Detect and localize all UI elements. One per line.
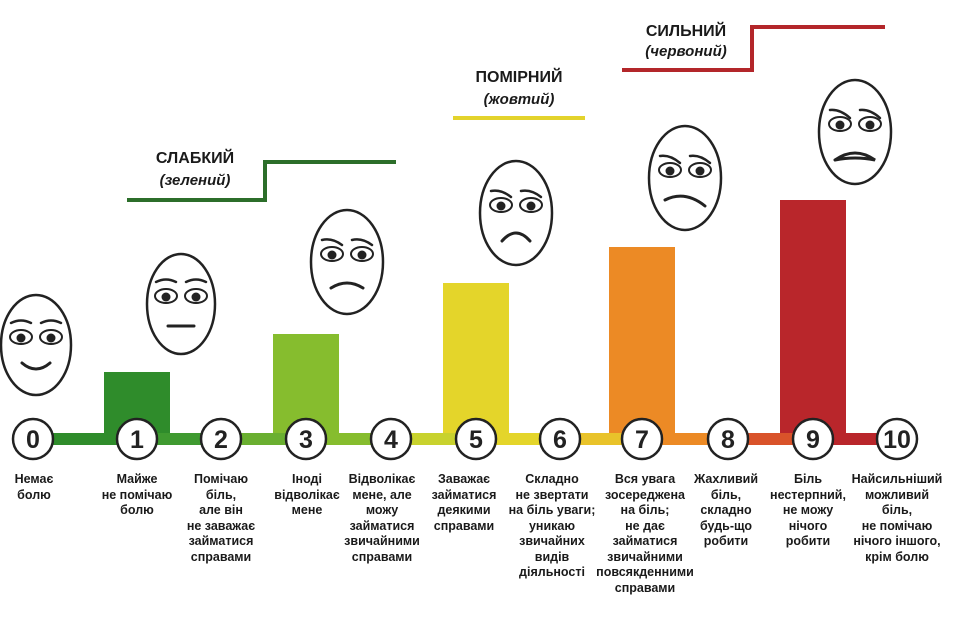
bar-level-7 <box>609 247 675 445</box>
scale-line-segment <box>155 433 203 445</box>
scale-number: 2 <box>214 426 228 454</box>
description-level-7: Вся увага зосереджена на біль; не дає за… <box>596 472 694 595</box>
description-level-3: Іноді відволікає мене <box>274 472 340 517</box>
scale-number: 4 <box>384 426 398 454</box>
scale-number: 7 <box>635 426 649 454</box>
category-title: СЛАБКИЙ <box>156 148 234 167</box>
description-level-5: Заважає займатися деякими справами <box>431 472 497 533</box>
description-level-0: Немає болю <box>14 472 54 502</box>
category-subtitle: (жовтий) <box>484 91 555 108</box>
description-level-4: Відволікає мене, але можу займатися звич… <box>344 472 420 564</box>
scale-point-9: 9 <box>791 417 835 461</box>
face-level-3-icon <box>309 208 385 316</box>
scale-line-segment <box>51 433 119 445</box>
scale-point-1: 1 <box>115 417 159 461</box>
scale-point-6: 6 <box>538 417 582 461</box>
category-3-group: СИЛЬНИЙ (червоний) <box>622 21 885 72</box>
face-level-0-icon <box>0 293 73 397</box>
scale-number: 5 <box>469 426 483 454</box>
category-subtitle: (червоний) <box>645 43 726 60</box>
description-level-8: Жахливий біль, складно будь-що робити <box>693 472 759 548</box>
category-title: ПОМІРНИЙ <box>476 67 563 86</box>
description-level-2: Помічаю біль, але він не заважає займати… <box>186 472 256 564</box>
description-level-9: Біль нестерпний, не можу нічого робити <box>770 472 846 548</box>
scale-point-5: 5 <box>454 417 498 461</box>
scale-number: 10 <box>883 426 911 454</box>
category-bracket-line <box>622 25 885 72</box>
scale-number: 0 <box>26 426 40 454</box>
face-level-5-icon <box>478 159 554 267</box>
scale-line-segment <box>578 433 624 445</box>
scale-point-7: 7 <box>620 417 664 461</box>
face-level-9-icon <box>817 78 893 186</box>
category-bracket-line <box>127 160 396 202</box>
category-title: СИЛЬНИЙ <box>646 21 726 40</box>
scale-number: 8 <box>721 426 735 454</box>
scale-line-segment <box>746 433 795 445</box>
bar-level-9 <box>780 200 846 445</box>
face-level-1-icon <box>145 252 217 356</box>
scale-line-segment <box>660 433 710 445</box>
category-subtitle: (зелений) <box>160 172 231 189</box>
scale-point-4: 4 <box>369 417 413 461</box>
scale-line-segment <box>324 433 373 445</box>
scale-line-segment <box>831 433 879 445</box>
scale-point-8: 8 <box>706 417 750 461</box>
face-level-7-icon <box>647 124 723 232</box>
scale-line-segment <box>494 433 542 445</box>
description-level-1: Майже не помічаю болю <box>101 472 173 517</box>
scale-number: 3 <box>299 426 313 454</box>
scale-point-3: 3 <box>284 417 328 461</box>
scale-number: 6 <box>553 426 567 454</box>
scale-point-10: 10 <box>875 417 919 461</box>
scale-number: 1 <box>130 426 144 454</box>
category-2-group: ПОМІРНИЙ (жовтий) <box>453 67 585 120</box>
description-level-10: Найсильніший можливий біль, не помічаю н… <box>851 472 943 564</box>
category-1-group: СЛАБКИЙ (зелений) <box>127 148 396 202</box>
scale-point-2: 2 <box>199 417 243 461</box>
scale-line-segment <box>239 433 288 445</box>
scale-line-segment <box>409 433 458 445</box>
scale-number: 9 <box>806 426 820 454</box>
description-level-6: Складно не звертати на біль уваги; уника… <box>508 472 596 579</box>
scale-point-0: 0 <box>11 417 55 461</box>
